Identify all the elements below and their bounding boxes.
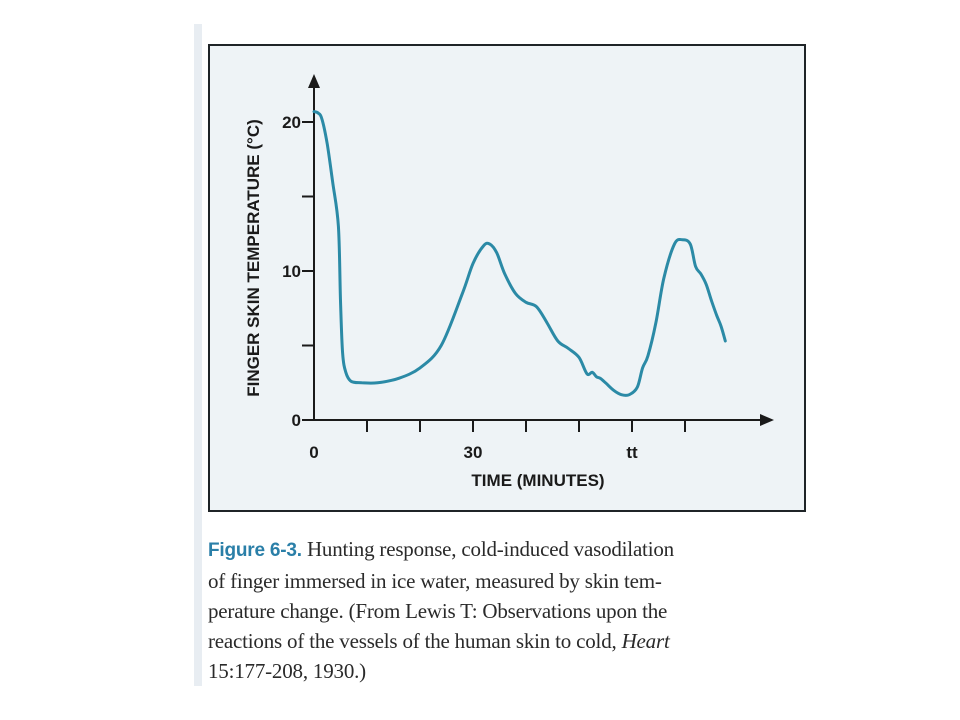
caption-text-4: reactions of the vessels of the human sk… <box>208 629 622 653</box>
caption-line-4: reactions of the vessels of the human sk… <box>208 626 818 656</box>
y-tick-label: 10 <box>282 262 301 281</box>
ticks: 0 30 tt 0 10 20 <box>282 113 686 462</box>
axes <box>308 74 774 426</box>
caption-line-3: perature change. (From Lewis T: Observat… <box>208 599 668 623</box>
caption-text-1: Hunting response, cold-induced vasodilat… <box>301 537 674 561</box>
x-tick-label: 30 <box>464 443 483 462</box>
figure-caption: Figure 6-3. Hunting response, cold-induc… <box>208 534 818 686</box>
caption-journal-name: Heart <box>621 629 670 653</box>
caption-line-2: of finger immersed in ice water, measure… <box>208 569 662 593</box>
caption-line-1: Figure 6-3. Hunting response, cold-induc… <box>208 534 818 566</box>
scan-edge-strip <box>194 24 202 686</box>
series-line <box>312 110 727 397</box>
caption-line-5: 15:177-208, 1930.) <box>208 659 366 683</box>
x-tick-label: tt <box>626 443 638 462</box>
y-axis-title: FINGER SKIN TEMPERATURE (°C) <box>244 119 263 397</box>
x-tick-label: 0 <box>309 443 318 462</box>
y-axis-arrow-icon <box>308 74 320 88</box>
caption-figure-label: Figure 6-3. <box>208 540 302 561</box>
y-tick-label: 20 <box>282 113 301 132</box>
x-axis-title: TIME (MINUTES) <box>471 471 604 490</box>
x-axis-arrow-icon <box>760 414 774 426</box>
y-tick-label: 0 <box>292 411 301 430</box>
